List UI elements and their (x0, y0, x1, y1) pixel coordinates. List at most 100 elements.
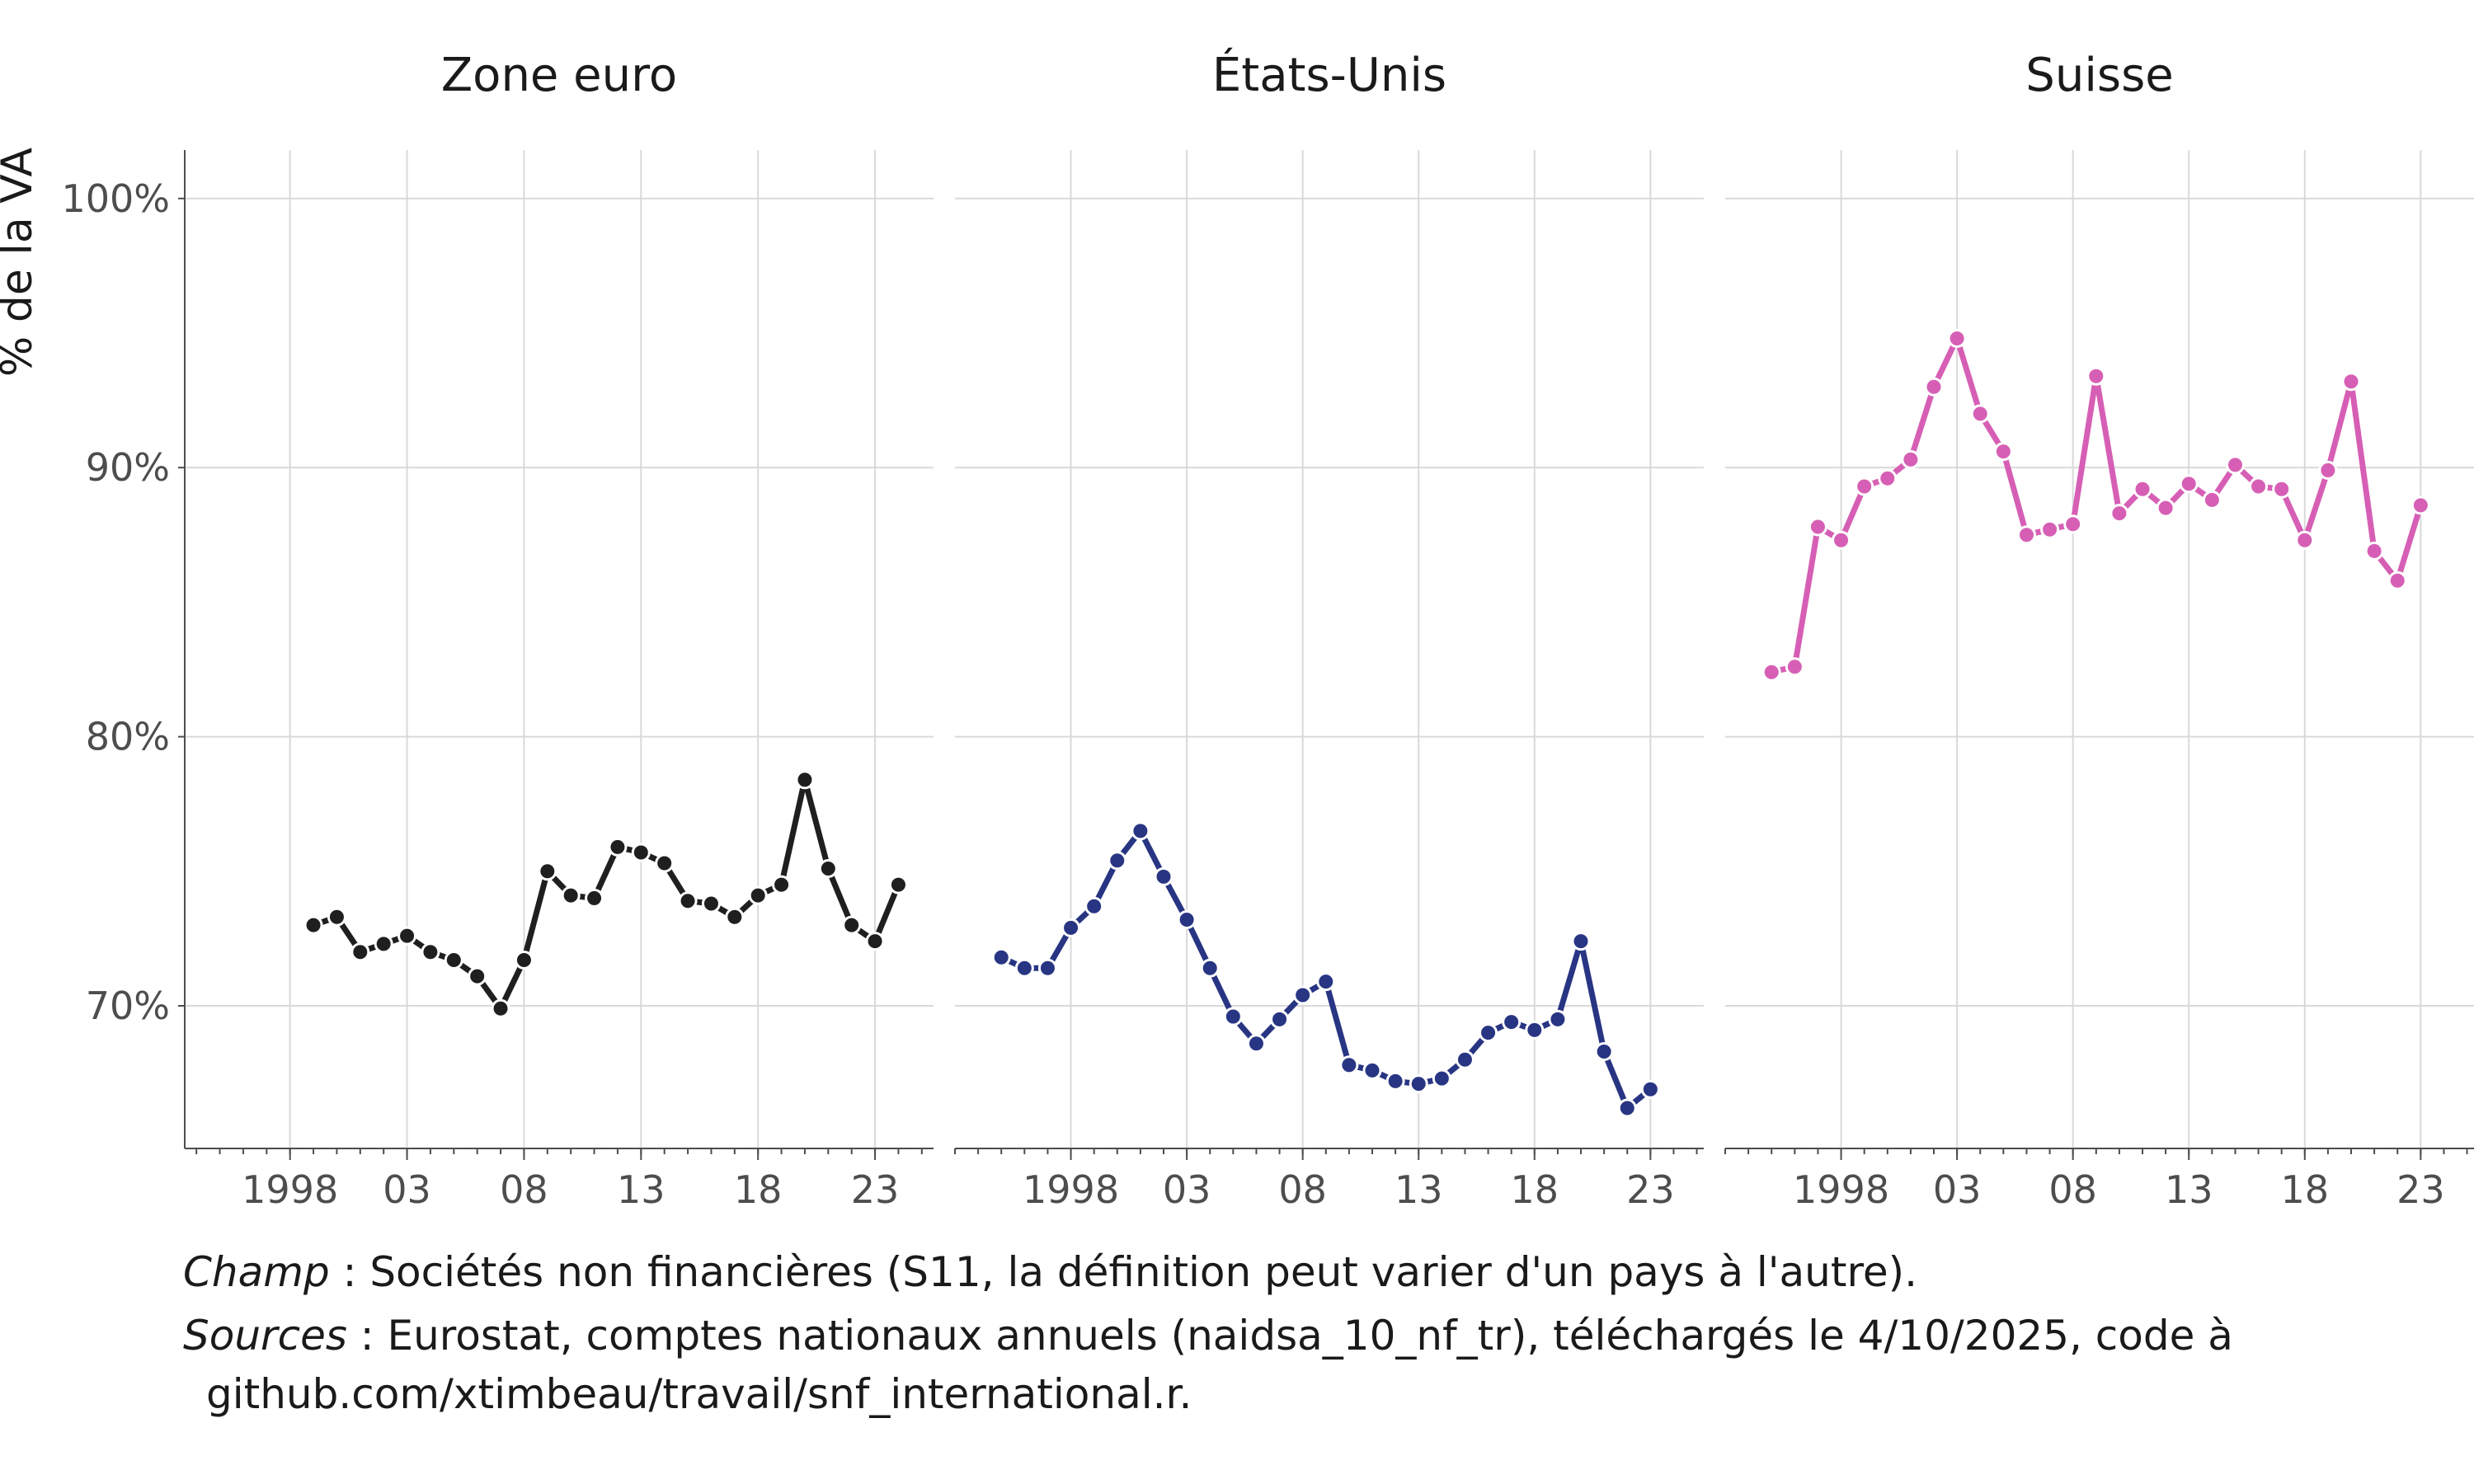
caption-sources-label: Sources (183, 1312, 347, 1360)
data-point (1409, 1074, 1428, 1094)
data-point (1061, 918, 1081, 937)
data-point (374, 934, 393, 954)
data-point (327, 907, 346, 927)
data-point (2202, 490, 2222, 510)
data-point (585, 888, 604, 908)
data-point (1455, 1050, 1475, 1069)
data-point (1316, 972, 1336, 992)
data-point (350, 942, 370, 962)
data-point (2063, 514, 2083, 534)
data-point (491, 998, 510, 1018)
y-tick-label: 100% (61, 176, 170, 221)
x-tick-label: 1998 (242, 1167, 338, 1212)
data-point (678, 891, 698, 911)
caption-champ-text: : Sociétés non financières (S11, la défi… (330, 1248, 1917, 1296)
data-point (608, 837, 628, 857)
x-tick-label: 08 (1278, 1167, 1327, 1212)
facet-panel: Zone euro 70% 80% 90% 100% 1998 03 08 13 18 23 (61, 49, 934, 1212)
x-tick-label: 13 (1395, 1167, 1443, 1212)
caption-champ-label: Champ (183, 1248, 330, 1296)
data-point (514, 951, 534, 970)
x-tick-label: 18 (2281, 1167, 2330, 1212)
facet-panel: États-Unis 1998 03 08 13 18 23 (954, 49, 1704, 1212)
data-point (631, 843, 651, 862)
facets: Zone euro 70% 80% 90% 100% 1998 03 08 13 18 23 État… (61, 49, 2474, 1212)
data-point (1548, 1009, 1568, 1029)
data-point (1761, 662, 1781, 682)
facet-panel: Suisse 1998 03 08 13 18 23 (1724, 49, 2474, 1212)
data-point (1525, 1020, 1545, 1040)
y-tick-label: 70% (86, 984, 170, 1028)
data-point (1924, 377, 1944, 397)
data-point (1037, 958, 1057, 978)
data-point (818, 859, 838, 879)
data-point (1855, 477, 1874, 496)
data-point (1594, 1041, 1614, 1061)
data-point (1200, 958, 1220, 978)
data-point (795, 770, 815, 790)
data-point (1154, 866, 1174, 886)
data-point (772, 875, 792, 895)
data-point (1970, 404, 1990, 424)
data-point (1832, 530, 1851, 550)
caption-line-2: Sources : Eurostat, comptes nationaux an… (183, 1312, 2233, 1360)
data-point (1901, 449, 1921, 469)
data-point (1362, 1060, 1382, 1080)
y-tick-label: 90% (86, 445, 170, 490)
data-point (655, 853, 675, 873)
data-point (2179, 474, 2199, 494)
data-point (2249, 477, 2269, 496)
x-tick-label: 03 (1163, 1167, 1211, 1212)
data-point (701, 894, 721, 913)
data-point (2109, 504, 2129, 524)
caption-line-3: github.com/xtimbeau/travail/snf_internat… (206, 1370, 1192, 1418)
data-point (2318, 460, 2338, 480)
data-point (2086, 366, 2106, 386)
data-point (561, 885, 581, 905)
data-point (538, 862, 557, 881)
y-tick-label: 80% (86, 715, 170, 759)
data-point (1993, 442, 2013, 462)
data-point (1014, 958, 1034, 978)
data-point (1270, 1009, 1290, 1029)
data-point (1947, 328, 1967, 348)
facet-title: Zone euro (441, 49, 677, 102)
data-point (1108, 851, 1127, 871)
data-point (748, 885, 768, 905)
x-tick-label: 03 (383, 1167, 431, 1212)
data-point (1339, 1055, 1359, 1075)
data-point (2040, 519, 2060, 539)
data-point (1246, 1034, 1266, 1054)
data-point (865, 932, 885, 951)
data-point (468, 966, 487, 986)
x-tick-label: 23 (1626, 1167, 1675, 1212)
x-tick-label: 1998 (1793, 1167, 1889, 1212)
data-point (2387, 571, 2407, 590)
data-point (421, 942, 440, 962)
data-point (2016, 525, 2036, 545)
data-point (1385, 1071, 1405, 1091)
data-point (1223, 1007, 1243, 1026)
series-line (998, 828, 1653, 1111)
caption-line-1: Champ : Sociétés non financières (S11, l… (183, 1248, 1917, 1296)
data-point (2225, 455, 2245, 475)
x-tick-label: 23 (2396, 1167, 2445, 1212)
data-point (1785, 657, 1804, 677)
data-point (444, 951, 463, 970)
data-point (2272, 479, 2292, 499)
facet-title: Suisse (2025, 49, 2173, 102)
facet-title: États-Unis (1212, 49, 1446, 102)
x-tick-label: 08 (500, 1167, 548, 1212)
data-point (1640, 1079, 1660, 1099)
data-point (2156, 498, 2175, 518)
data-point (1571, 932, 1591, 951)
data-point (303, 915, 323, 935)
data-point (2341, 372, 2361, 392)
series-line (1768, 336, 2424, 675)
caption: Champ : Sociétés non financières (S11, l… (183, 1248, 2233, 1418)
x-tick-label: 08 (2048, 1167, 2097, 1212)
data-point (725, 907, 745, 927)
data-point (2411, 495, 2430, 515)
data-point (1084, 896, 1104, 916)
